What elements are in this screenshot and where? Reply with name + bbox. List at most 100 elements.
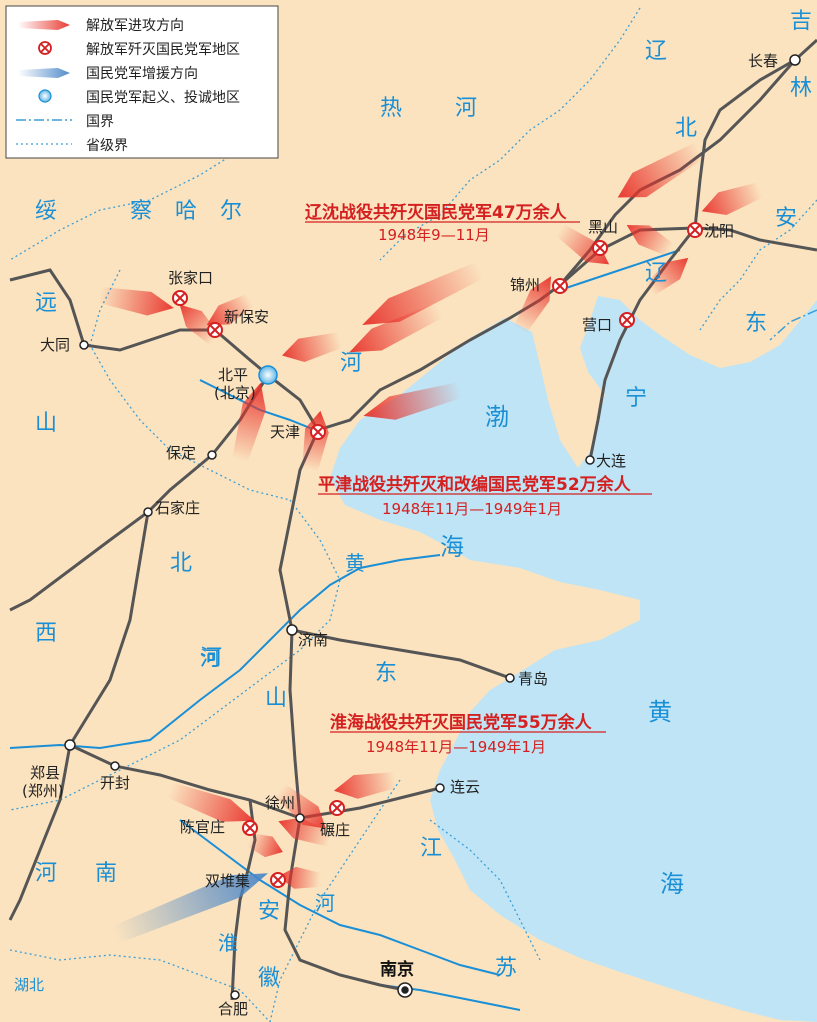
region-label: 尔	[220, 199, 248, 224]
attack-arrow	[278, 817, 333, 847]
city-label: 青岛	[518, 670, 548, 688]
city-label: 济南	[298, 631, 328, 649]
city-label: 锦州	[510, 276, 540, 294]
annihilation-site-icon	[687, 222, 703, 238]
region-label: 河	[455, 96, 483, 121]
city-label: 长春	[748, 52, 778, 70]
city-label: 沈阳	[704, 222, 734, 240]
legend-label: 国界	[86, 114, 114, 130]
river-label: 河	[200, 646, 220, 670]
campaign-title: 淮海战役共歼灭国民党军55万余人	[330, 712, 593, 733]
region-label: 东	[745, 311, 773, 336]
attack-arrow	[701, 182, 763, 215]
region-labels: 吉 林 辽 北 安 热 河 绥 远 察 哈 尔 辽 宁 东 河 山 西 北 河 …	[14, 9, 817, 994]
city-label: 北平	[218, 366, 248, 384]
city-label: 南京	[380, 959, 414, 980]
region-label: 江	[420, 836, 448, 861]
region-label: 苏	[495, 956, 523, 981]
region-label: 绥	[35, 199, 63, 224]
city-label: 双堆集	[205, 872, 250, 890]
campaign-title: 辽沈战役共歼灭国民党军47万余人	[305, 202, 568, 223]
attack-arrow	[626, 225, 674, 257]
city-label: 徐州	[265, 794, 295, 812]
sea-label: 海	[440, 533, 464, 561]
annihilation-site-icon	[619, 312, 635, 328]
region-label: 西	[35, 621, 63, 646]
campaign-dates: 1948年11月—1949年1月	[382, 500, 562, 518]
region-label: 安	[775, 206, 803, 231]
city-label: 郑县	[30, 764, 60, 782]
annihilation-site-icon	[329, 800, 345, 816]
attack-arrow	[167, 782, 255, 822]
legend-label: 解放军进攻方向	[86, 18, 184, 34]
city-label: 天津	[270, 423, 300, 441]
annihilation-site-icon	[270, 872, 286, 888]
attack-arrow	[206, 293, 254, 325]
city-label: 连云	[450, 778, 480, 796]
region-label: 北	[675, 116, 703, 141]
attack-arrow	[232, 382, 266, 463]
reinforcement-arrow	[111, 873, 268, 944]
attack-arrow	[513, 276, 551, 334]
city-label: 开封	[100, 774, 130, 792]
region-label: 辽	[645, 261, 673, 286]
region-label: 察	[130, 199, 158, 224]
attack-arrow	[282, 332, 343, 362]
legend-label: 国民党军增援方向	[86, 66, 198, 82]
attack-arrow	[98, 287, 174, 316]
region-label: 北	[170, 551, 198, 576]
region-label: 远	[35, 291, 63, 316]
annihilation-site-icon	[207, 322, 223, 338]
region-label: 安	[258, 899, 286, 924]
attack-arrows	[98, 142, 763, 889]
legend-label: 解放军歼灭国民党军地区	[86, 42, 240, 58]
uprising-surrender-site-icon	[38, 89, 52, 103]
city-label: 碾庄	[320, 821, 350, 839]
red-attack-arrow-icon	[18, 20, 70, 30]
sea-label: 渤	[485, 403, 509, 431]
region-label: 山	[265, 686, 293, 711]
attack-arrow	[363, 382, 463, 420]
sea-label: 海	[660, 870, 684, 898]
region-label: 吉	[790, 9, 817, 34]
city-label: 陈官庄	[180, 818, 225, 836]
campaign-dates: 1948年11月—1949年1月	[366, 738, 546, 756]
city-label: 大连	[596, 452, 626, 470]
annihilation-site-icon	[310, 424, 326, 440]
attack-arrow	[247, 833, 283, 858]
region-label: 哈	[175, 199, 203, 224]
region-label: 林	[790, 76, 817, 101]
city-label: 营口	[582, 316, 612, 334]
blue-reinforcement-arrow-icon	[18, 68, 70, 78]
annihilation-site-icon	[242, 820, 258, 836]
region-label: 宁	[625, 386, 653, 411]
region-label: 徽	[258, 966, 286, 991]
campaign-liaoshen: 辽沈战役共歼灭国民党军47万余人 1948年9—11月	[305, 202, 580, 244]
city-label: (郑州)	[22, 782, 64, 800]
legend: 解放军进攻方向 解放军歼灭国民党军地区 国民党军增援方向 国民党军起义、投诚地区…	[5, 5, 279, 159]
sea-area	[330, 296, 817, 1022]
annihilation-sites	[172, 222, 703, 888]
attack-arrow	[349, 302, 444, 353]
sea-label: 黄	[648, 698, 672, 726]
attack-arrow	[617, 142, 705, 198]
city-label: 保定	[166, 444, 196, 462]
annihilation-site-icon	[38, 41, 52, 55]
attack-arrow	[645, 257, 689, 296]
campaign-huaihai: 淮海战役共歼灭国民党军55万余人 1948年11月—1949年1月	[330, 712, 606, 756]
campaign-pingjin: 平津战役共歼灭和改编国民党军52万余人 1948年11月—1949年1月	[318, 474, 652, 518]
region-label: 东	[375, 661, 403, 686]
city-label: 新保安	[224, 308, 269, 326]
city-label: 张家口	[168, 269, 213, 287]
attack-arrow	[302, 410, 329, 472]
water-labels: 渤 海 黄 河 黄 海 淮 河	[200, 403, 684, 955]
legend-label: 国民党军起义、投诚地区	[86, 90, 240, 106]
uprising-site-icon	[258, 365, 278, 385]
attack-arrow	[362, 261, 484, 325]
region-label: 河	[35, 861, 63, 886]
region-label: 河	[200, 646, 228, 671]
river-label: 淮	[218, 931, 238, 955]
annihilation-site-icon	[552, 278, 568, 294]
